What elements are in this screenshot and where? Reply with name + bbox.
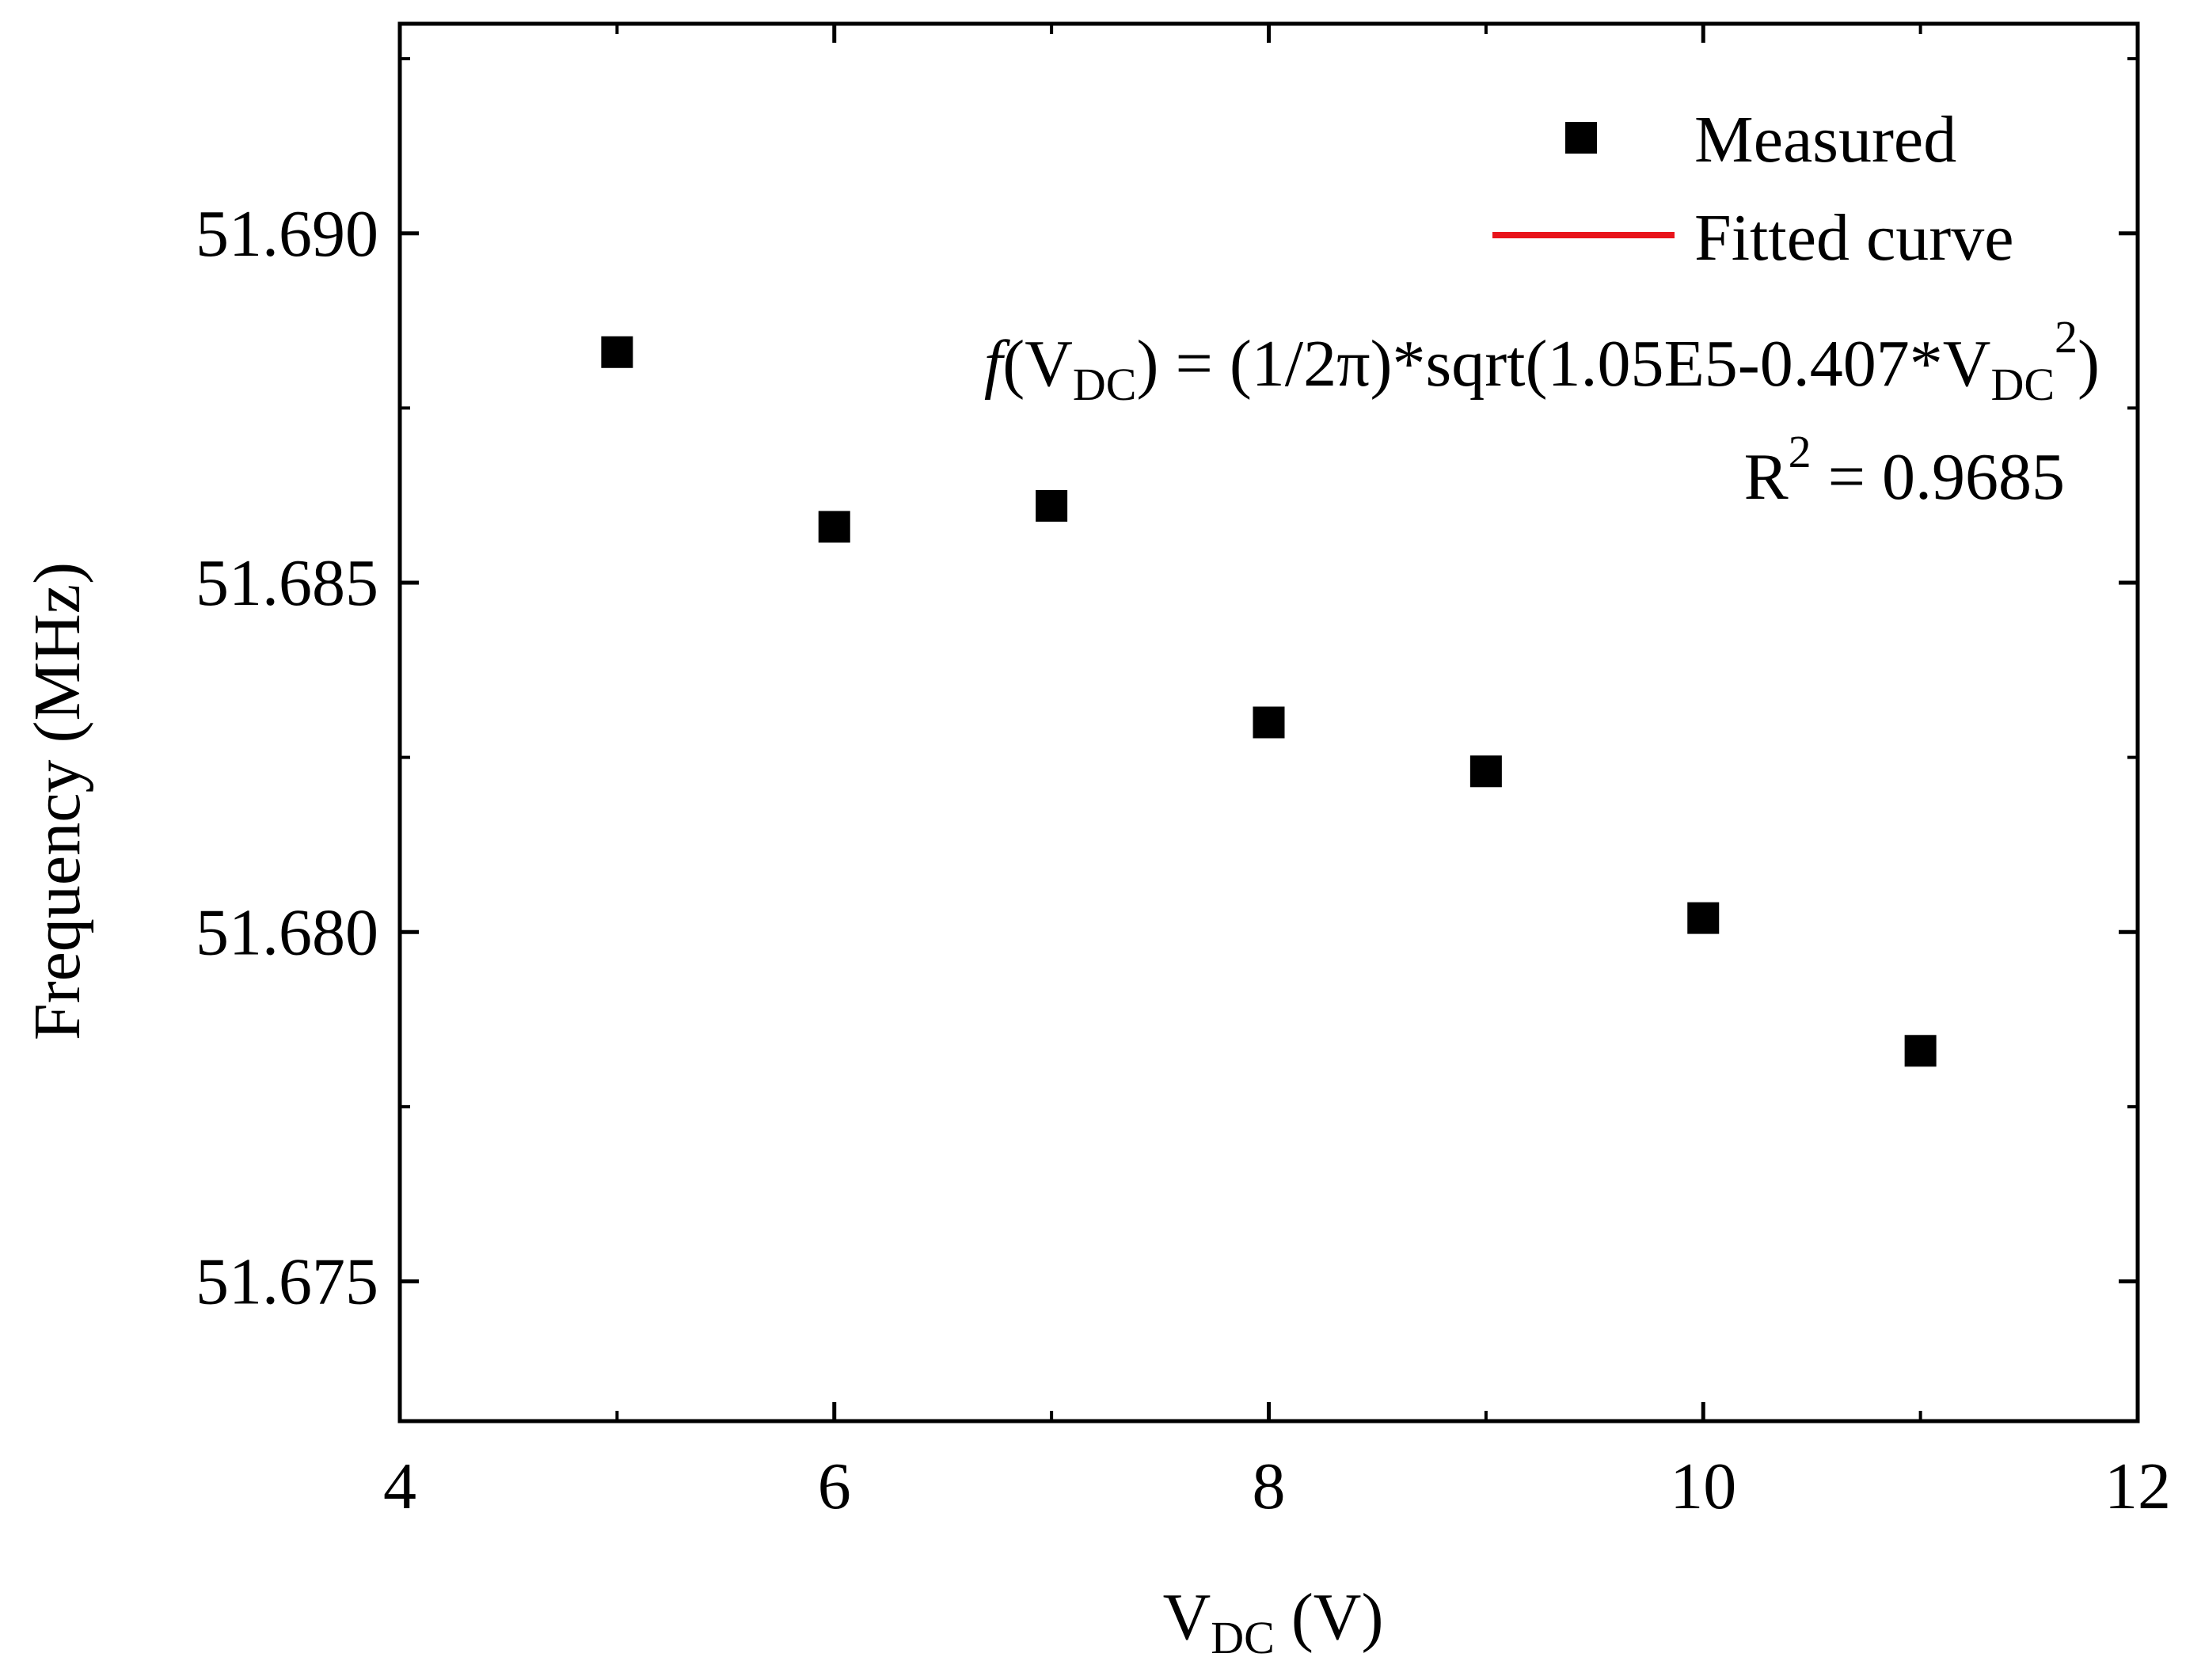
equation-part1: (V: [1002, 327, 1073, 401]
measured-point-9: [1469, 755, 1502, 788]
r-squared-sup: 2: [1789, 426, 1812, 477]
x-tick-label-12: 12: [2104, 1450, 2171, 1523]
r-squared: R2 = 0.9685: [1744, 426, 2065, 514]
x-tick-label-4: 4: [383, 1450, 416, 1523]
measured-point-6: [818, 511, 850, 543]
x-tick-label-6: 6: [818, 1450, 851, 1523]
legend-marker-measured: [1565, 122, 1597, 154]
y-tick-labels: 51.675 51.680 51.685 51.690: [196, 197, 378, 1319]
x-axis-title-sub: DC: [1211, 1612, 1275, 1663]
measured-point-5: [601, 336, 633, 368]
x-axis-title-rest: (V): [1275, 1580, 1384, 1654]
x-tick-labels: 4 6 8 10 12: [383, 1450, 2171, 1523]
y-tick-label-51.68: 51.680: [196, 895, 378, 969]
y-tick-label-51.685: 51.685: [196, 546, 378, 620]
y-tick-label-51.69: 51.690: [196, 197, 378, 271]
r-squared-label: R: [1744, 440, 1789, 514]
measured-point-7: [1036, 489, 1068, 522]
y-tick-label-51.675: 51.675: [196, 1245, 378, 1319]
legend: Measured Fitted curve: [1492, 103, 2014, 275]
x-axis-title-main: V: [1163, 1580, 1211, 1654]
equation-sub1: DC: [1073, 359, 1137, 410]
r-squared-value: = 0.9685: [1812, 440, 2065, 514]
legend-label-fitted: Fitted curve: [1694, 201, 2014, 275]
measured-point-8: [1253, 706, 1285, 739]
measured-point-10: [1687, 902, 1720, 934]
equation-part2: ) = (1/2π)*sqrt(1.05E5-0.407*V: [1136, 327, 1990, 401]
equation-part3: ): [2078, 327, 2100, 401]
x-tick-label-8: 8: [1253, 1450, 1286, 1523]
x-tick-label-10: 10: [1670, 1450, 1736, 1523]
fit-equation: f(VDC) = (1/2π)*sqrt(1.05E5-0.407*VDC2): [984, 311, 2100, 410]
equation-sup2: 2: [2055, 311, 2078, 363]
legend-label-measured: Measured: [1694, 103, 1956, 177]
measured-point-11: [1904, 1035, 1937, 1067]
measured-markers: [601, 336, 1937, 1067]
y-axis-title: Frequency (MHz): [21, 562, 94, 1040]
axis-ticks: [397, 24, 2140, 1421]
equation-sub2: DC: [1990, 359, 2055, 410]
x-axis-title: VDC (V): [1163, 1580, 1384, 1663]
